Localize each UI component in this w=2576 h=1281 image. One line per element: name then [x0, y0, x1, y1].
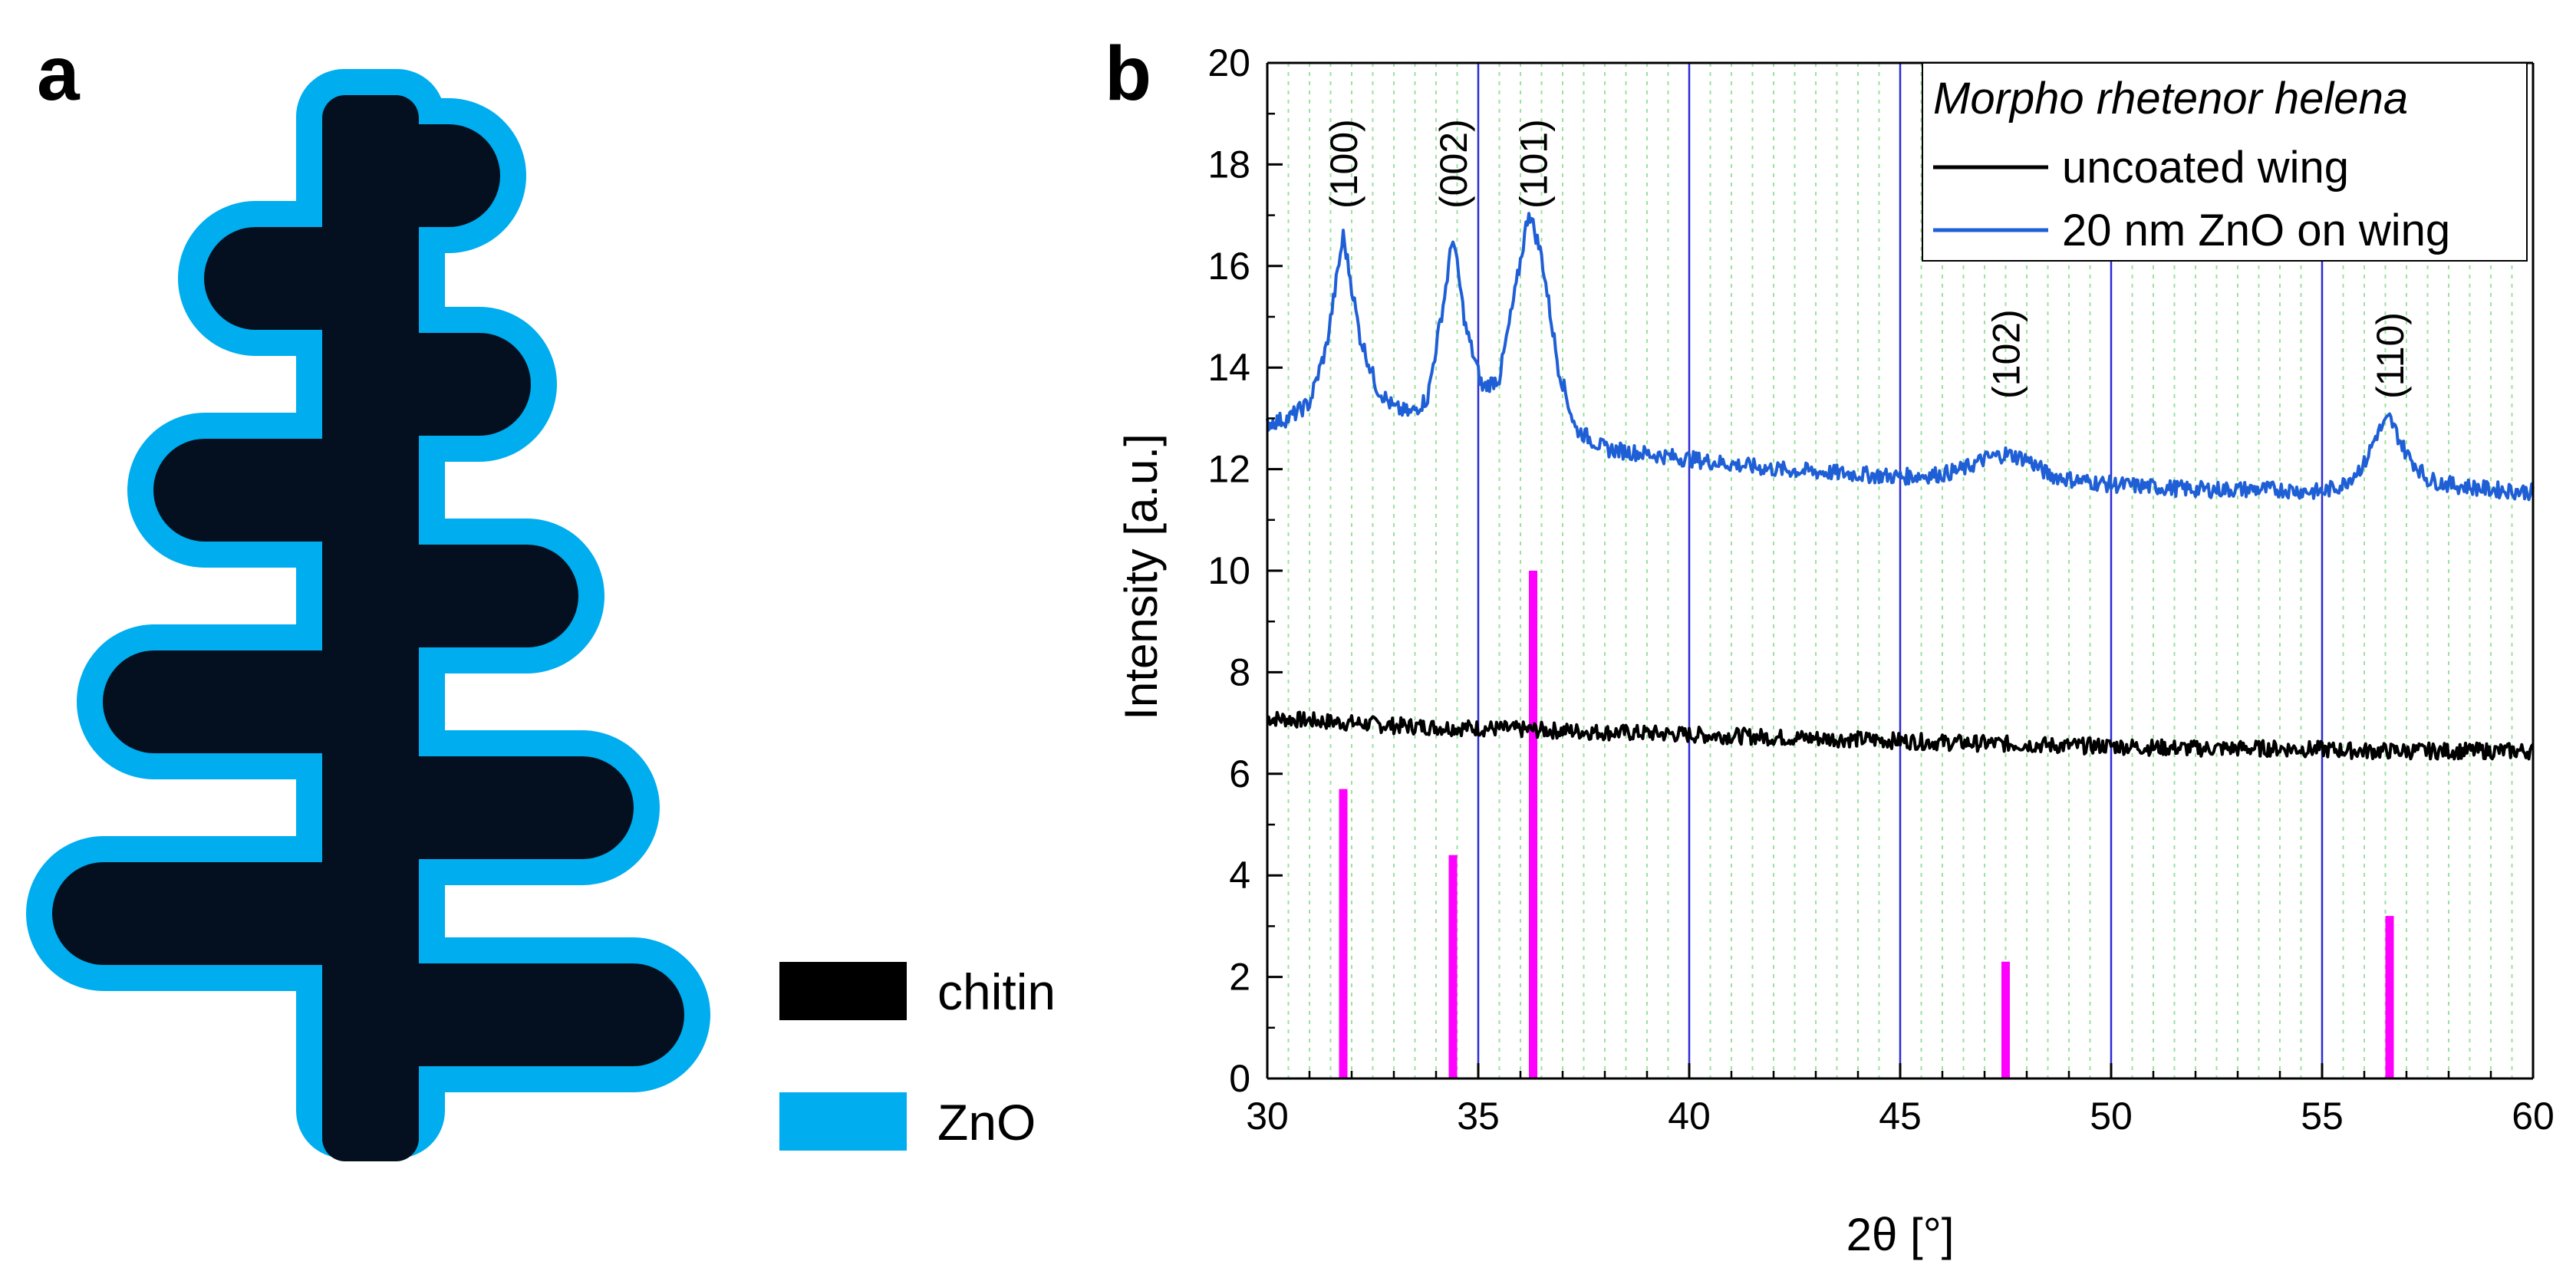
- peak-annotations: (100) (002) (101) (102) (110): [1323, 119, 2412, 399]
- chitin-core-shape: [52, 95, 684, 1161]
- y-tick-label: 2: [1229, 956, 1250, 999]
- x-tick-label: 40: [1668, 1095, 1711, 1138]
- legend-entry-uncoated: uncoated wing: [2062, 143, 2349, 193]
- panel-a-label: a: [37, 31, 81, 117]
- y-tick-label: 6: [1229, 752, 1250, 795]
- x-tick-label: 55: [2301, 1095, 2344, 1138]
- peak-annotation: (110): [2369, 312, 2412, 399]
- panel-b-chart: b (100) (002) (101)(102) (110) 30 35 40 45 50 55…: [1105, 31, 2555, 1260]
- y-tick-label: 14: [1207, 346, 1250, 389]
- legend-entry-zno: 20 nm ZnO on wing: [2062, 206, 2450, 255]
- peak-annotation: (002): [1432, 119, 1475, 209]
- peak-annotation: (101): [1513, 119, 1556, 209]
- peak-annotation: (100): [1323, 119, 1365, 209]
- y-tick-label: 20: [1207, 41, 1250, 84]
- peak-annotation: (102): [1985, 309, 2028, 399]
- chart-legend: Morpho rhetenor helena uncoated wing 20 …: [1922, 62, 2528, 262]
- y-tick-label: 4: [1229, 854, 1250, 897]
- legend-title: Morpho rhetenor helena: [1933, 74, 2408, 123]
- x-tick-label: 60: [2512, 1095, 2555, 1138]
- x-tick-label: 35: [1457, 1095, 1500, 1138]
- x-tick-label: 45: [1879, 1095, 1922, 1138]
- chitin-legend-label: chitin: [937, 963, 1056, 1020]
- y-tick-label: 12: [1207, 448, 1250, 491]
- x-tick-label: 50: [2090, 1095, 2133, 1138]
- legend-box: [1922, 62, 2528, 262]
- panel-a-diagram: a chitin: [26, 31, 1056, 1161]
- data-series: [1266, 212, 2535, 761]
- zno-legend-label: ZnO: [937, 1094, 1036, 1151]
- zno-legend-swatch: [779, 1092, 907, 1151]
- chitin-legend-swatch: [779, 962, 907, 1020]
- y-tick-label: 8: [1229, 650, 1250, 693]
- x-axis-title: 2θ [°]: [1846, 1209, 1955, 1260]
- y-tick-label: 18: [1207, 143, 1250, 186]
- reference-peaks: [1339, 571, 2394, 1078]
- panel-b-label: b: [1105, 31, 1151, 117]
- y-tick-label: 10: [1207, 549, 1250, 592]
- y-tick-label: 0: [1229, 1057, 1250, 1100]
- series-line-zno: [1266, 212, 2535, 502]
- series-line-uncoated: [1266, 710, 2535, 761]
- y-axis-title: Intensity [a.u.]: [1115, 433, 1167, 720]
- panel-a-legend: chitin ZnO: [779, 962, 1056, 1151]
- x-tick-label: 30: [1246, 1095, 1289, 1138]
- y-tick-label: 16: [1207, 245, 1250, 288]
